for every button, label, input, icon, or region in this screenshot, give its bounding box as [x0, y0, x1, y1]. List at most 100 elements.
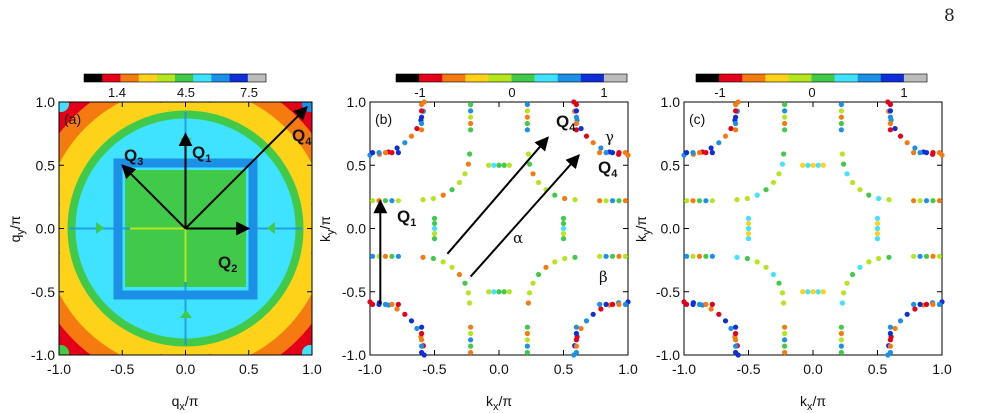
colorbar-swatch — [193, 74, 212, 82]
fermi-point — [525, 300, 532, 306]
fermi-point — [560, 225, 567, 232]
fermi-point — [402, 311, 408, 317]
fermi-point — [810, 162, 816, 168]
fermi-point — [562, 255, 568, 262]
y-tick-label: -1.0 — [342, 347, 366, 363]
fermi-point — [524, 324, 530, 330]
fermi-point — [849, 271, 856, 278]
colorbar-swatch — [719, 74, 743, 82]
fermi-point — [583, 133, 590, 139]
x-tick-label: -1.0 — [47, 361, 71, 377]
fermi-point — [800, 289, 806, 295]
fermi-point — [874, 225, 881, 232]
fermi-point — [754, 259, 760, 265]
fermi-point — [733, 114, 739, 120]
fermi-point — [820, 162, 826, 168]
fermi-point — [419, 349, 425, 356]
fermi-point — [609, 253, 616, 259]
fermi-point — [683, 198, 690, 204]
colorbar-swatch — [138, 74, 158, 82]
fermi-point — [716, 311, 722, 317]
fermi-point — [530, 280, 536, 286]
fermi-point — [733, 127, 739, 133]
fermi-point — [468, 330, 474, 337]
fermi-point — [936, 301, 943, 307]
colorbar-swatch — [857, 74, 882, 82]
fermi-point — [696, 253, 703, 259]
fermi-point — [573, 120, 580, 127]
fermi-point — [733, 120, 739, 127]
fermi-point — [904, 311, 910, 317]
colorbar-swatch — [880, 74, 905, 82]
fermi-point — [703, 198, 709, 204]
fermi-point — [419, 324, 425, 330]
band-label-beta: β — [599, 268, 608, 286]
fermi-point — [911, 198, 917, 204]
vector-label-Q1: Q1 — [192, 143, 211, 165]
fermi-point — [430, 255, 436, 262]
fermi-point — [876, 255, 882, 262]
fermi-point — [912, 306, 918, 312]
fermi-point — [745, 236, 752, 242]
colorbar-swatch — [120, 74, 139, 82]
fermi-point — [395, 301, 401, 307]
heatmap-a-green-triangle — [235, 186, 243, 194]
vector-label-Q4: Q4 — [598, 158, 618, 180]
x-tick-label: 1.0 — [618, 361, 638, 377]
fermi-point — [911, 150, 917, 156]
y-tick-label: 0.5 — [36, 157, 56, 173]
fermi-point — [779, 161, 786, 167]
x-tick-label: 1.0 — [302, 361, 322, 377]
fermi-point — [524, 343, 530, 349]
fermi-point — [744, 195, 750, 202]
fermi-point — [936, 150, 943, 156]
fermi-point — [573, 349, 580, 356]
y-tick-label: 0.0 — [347, 221, 367, 237]
fermi-point — [408, 318, 415, 324]
colorbar-swatch — [156, 74, 176, 82]
fermi-point — [573, 114, 580, 120]
fermi-point — [573, 337, 580, 343]
fermi-point — [734, 254, 740, 260]
fermi-point — [844, 280, 850, 286]
plot-frame-c — [683, 101, 943, 356]
colorbar-swatch — [488, 74, 512, 82]
fermi-point — [583, 318, 590, 324]
colorbar-swatch — [788, 74, 812, 82]
fermi-point — [468, 127, 474, 133]
colorbar-border — [695, 73, 928, 83]
fermi-point — [597, 150, 603, 156]
fermi-point — [874, 215, 881, 221]
y-tick-label: 0.0 — [36, 221, 56, 237]
fermi-point — [857, 187, 863, 193]
vector-label-Q4: Q4 — [556, 112, 576, 134]
x-tick-label: 1.0 — [932, 361, 952, 377]
fermi-point — [800, 162, 806, 168]
fermi-point — [382, 253, 389, 259]
fermi-point — [524, 120, 530, 127]
fermi-point — [609, 150, 616, 156]
colorbar-swatch — [696, 74, 720, 82]
fermi-point — [560, 220, 567, 227]
fermi-point — [887, 101, 894, 108]
fermi-point — [616, 253, 622, 259]
fermi-point — [745, 220, 752, 227]
fermi-point — [911, 253, 917, 259]
fermi-point — [703, 253, 709, 259]
fermi-point — [465, 290, 472, 296]
heatmap-a-corner-spot — [59, 345, 69, 355]
fermi-point — [745, 230, 752, 237]
fermi-point — [745, 215, 752, 221]
page-number: 8 — [944, 6, 955, 26]
fermi-point — [782, 101, 788, 108]
fermi-point — [603, 301, 609, 307]
fermi-point — [874, 230, 881, 237]
fermi-point — [501, 162, 507, 168]
heatmap-a-green-triangle — [180, 310, 192, 318]
fermi-point — [526, 161, 533, 167]
colorbar-swatch — [765, 74, 789, 82]
colorbar-swatch — [442, 74, 466, 82]
x-tick-label: -0.5 — [736, 361, 760, 377]
colorbar-swatch — [84, 74, 103, 82]
